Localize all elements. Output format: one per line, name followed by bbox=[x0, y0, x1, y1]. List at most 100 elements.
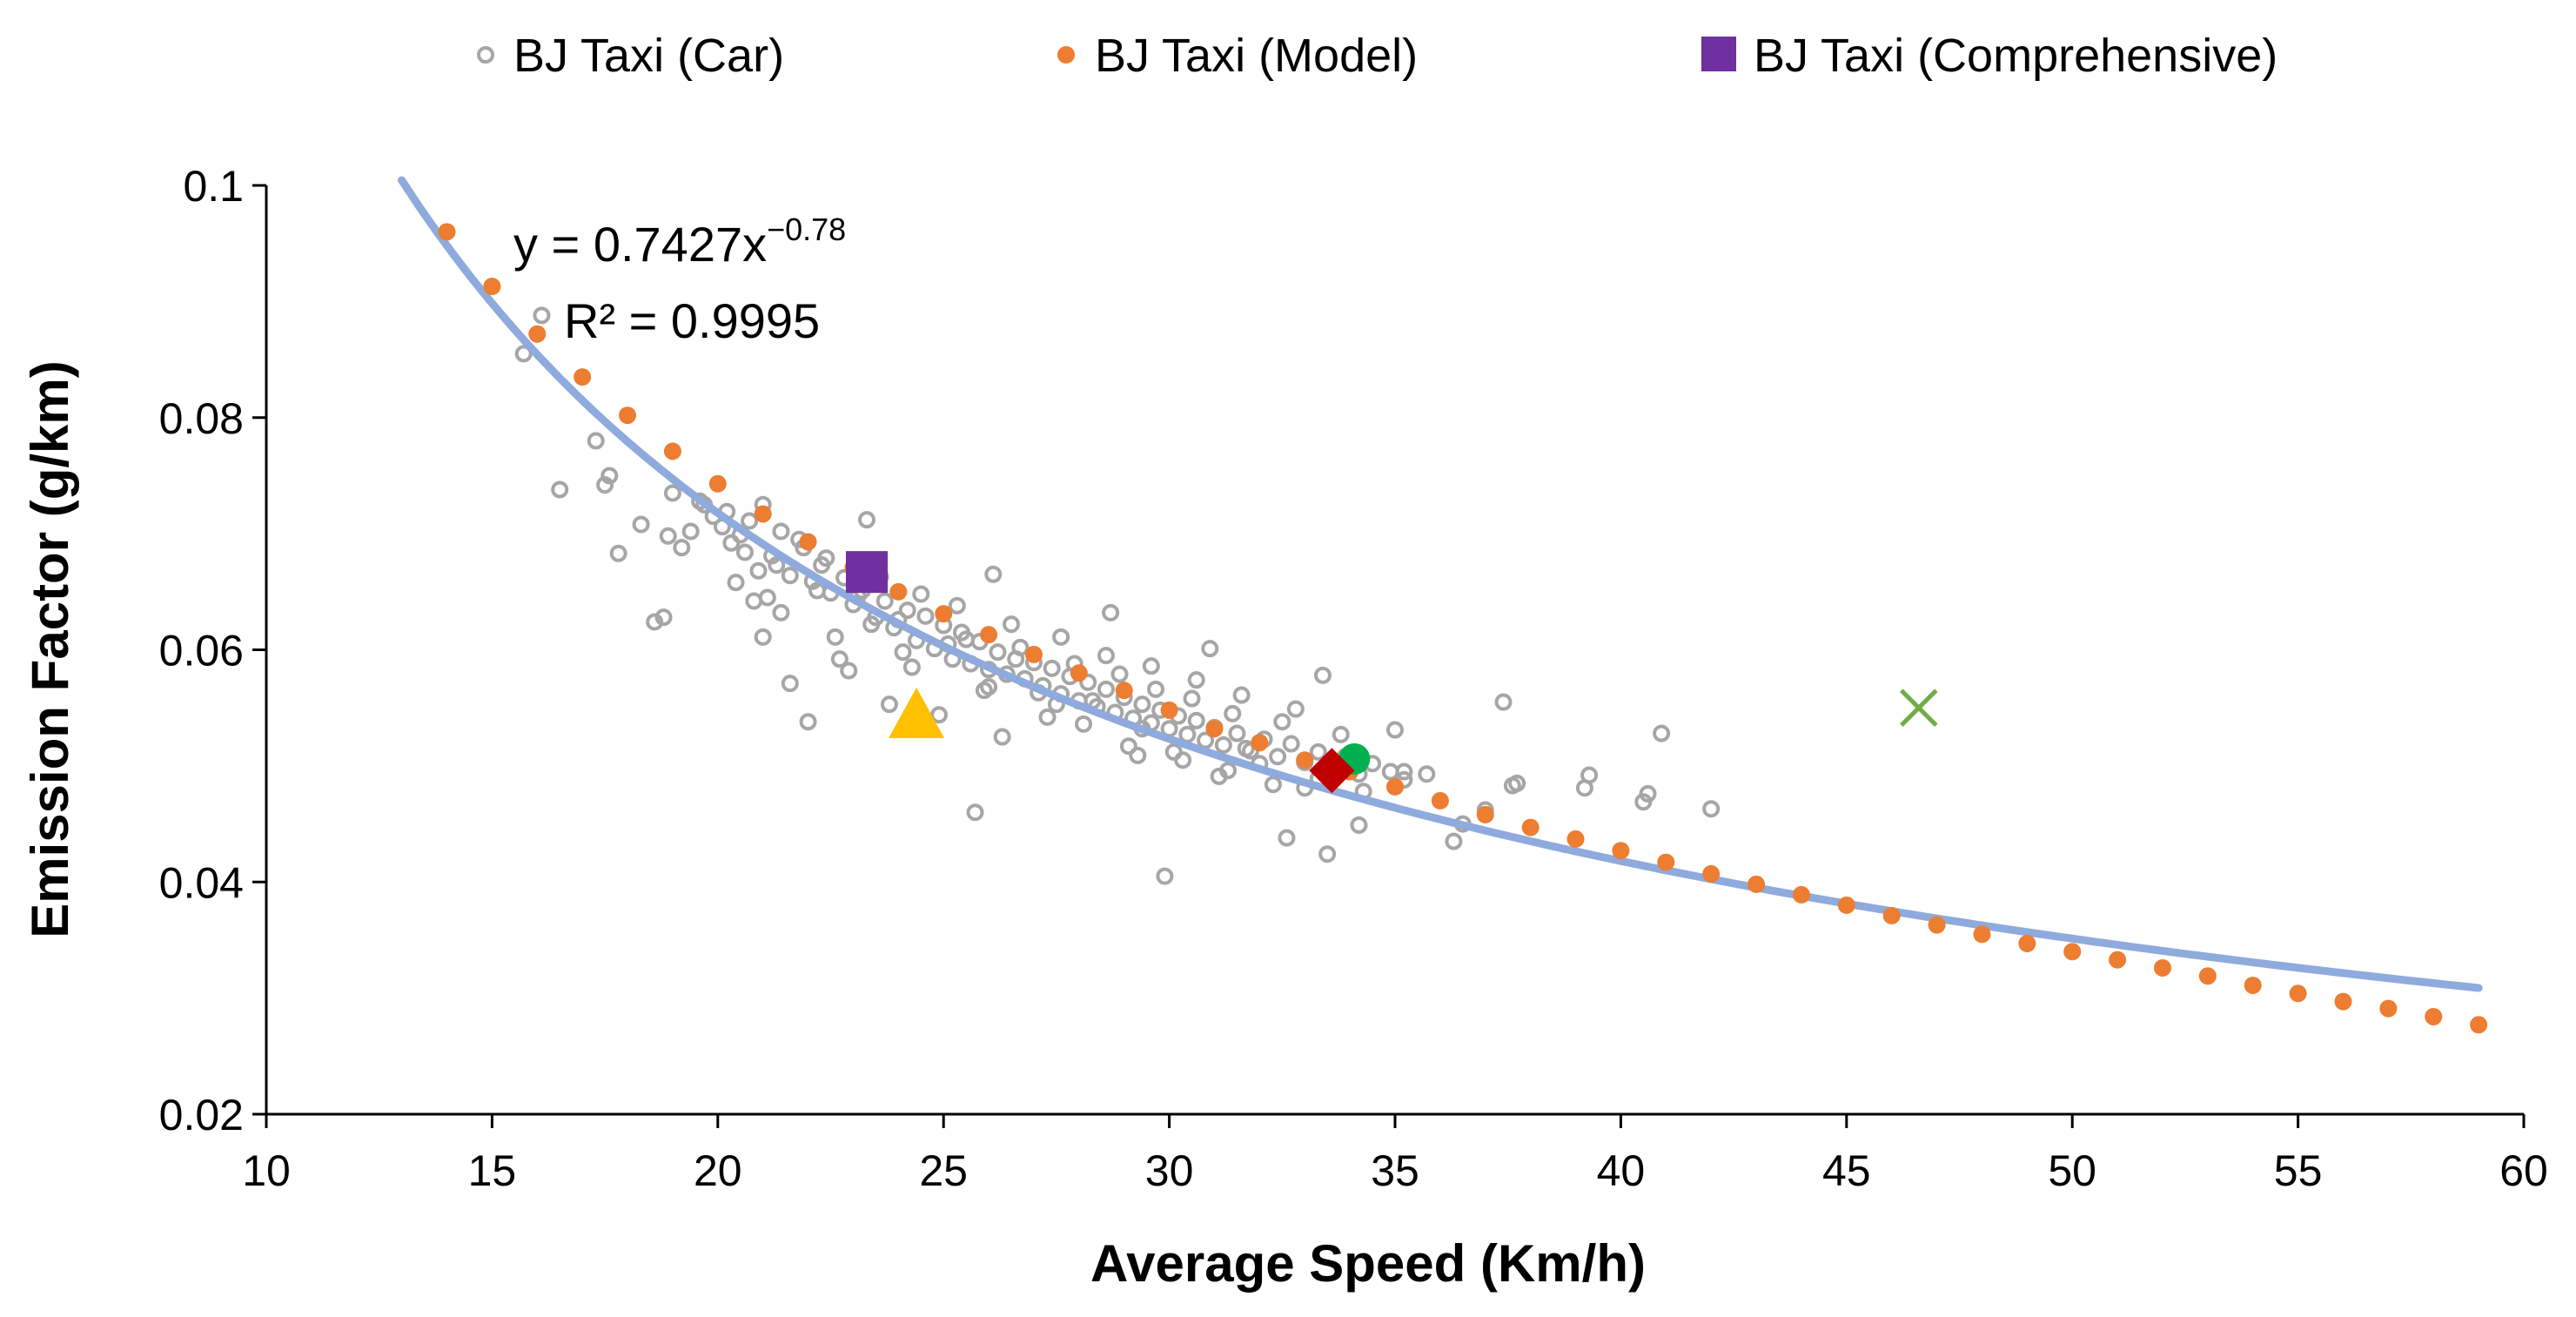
car-point bbox=[1282, 735, 1300, 753]
special-markers bbox=[846, 551, 1938, 794]
y-tick-label: 0.1 bbox=[183, 162, 244, 211]
car-point bbox=[1278, 829, 1296, 847]
car-point bbox=[1224, 704, 1242, 722]
car-point bbox=[1264, 776, 1282, 794]
model-point bbox=[754, 505, 772, 523]
car-point bbox=[1634, 793, 1653, 811]
car-point bbox=[916, 607, 935, 625]
car-point bbox=[1183, 689, 1201, 708]
car-point bbox=[663, 484, 681, 502]
car-point bbox=[1201, 640, 1219, 658]
car-point bbox=[1318, 845, 1337, 863]
model-point bbox=[1205, 720, 1224, 738]
model-point bbox=[1386, 777, 1404, 796]
power-trendline bbox=[398, 176, 2483, 992]
model-point bbox=[1973, 925, 1991, 944]
model-point bbox=[663, 442, 681, 460]
y-axis-ticks: 0.02 0.04 0.06 0.08 0.1 bbox=[159, 162, 266, 1139]
trendline-equation: y = 0.7427x−0.78 bbox=[513, 212, 846, 272]
car-point bbox=[632, 515, 650, 534]
x-tick-label: 30 bbox=[1145, 1146, 1194, 1195]
y-tick-label: 0.02 bbox=[159, 1091, 244, 1139]
model-point bbox=[1296, 751, 1314, 769]
model-point bbox=[1476, 805, 1494, 823]
trendline-equation-base: y = 0.7427x bbox=[513, 217, 767, 272]
car-point bbox=[1043, 659, 1061, 677]
model-point bbox=[1251, 734, 1269, 752]
car-point bbox=[1508, 774, 1526, 792]
x-tick-label: 60 bbox=[2499, 1146, 2548, 1195]
x-tick-label: 35 bbox=[1371, 1146, 1419, 1195]
model-point bbox=[1837, 896, 1855, 914]
model-point bbox=[980, 626, 998, 644]
car-point bbox=[772, 603, 790, 622]
car-point bbox=[989, 643, 1007, 662]
car-point bbox=[1187, 671, 1205, 689]
car-point bbox=[1494, 693, 1513, 711]
trendline-annotation: y = 0.7427x−0.78 R² = 0.9995 bbox=[513, 212, 846, 348]
car-point bbox=[858, 511, 876, 529]
car-point bbox=[1119, 737, 1137, 756]
model-point bbox=[1748, 875, 1766, 893]
trendline-equation-exponent: −0.78 bbox=[767, 212, 846, 247]
model-point bbox=[708, 474, 727, 493]
car-point bbox=[1445, 832, 1463, 850]
x-tick-label: 40 bbox=[1597, 1146, 1646, 1195]
car-point bbox=[735, 543, 754, 561]
car-point bbox=[808, 581, 826, 600]
model-point bbox=[2379, 999, 2398, 1018]
model-point bbox=[2470, 1016, 2488, 1034]
car-point bbox=[1097, 680, 1115, 698]
legend-comprehensive-label: BJ Taxi (Comprehensive) bbox=[1754, 30, 2277, 82]
car-point bbox=[781, 675, 799, 693]
model-point bbox=[1024, 645, 1043, 663]
car-point bbox=[840, 662, 858, 680]
car-point bbox=[1210, 767, 1228, 785]
cross-point-stroke bbox=[1900, 689, 1938, 727]
car-point bbox=[1156, 867, 1174, 885]
car-point bbox=[1164, 742, 1183, 761]
x-tick-label: 15 bbox=[468, 1146, 517, 1195]
car-point bbox=[1079, 673, 1097, 691]
car-point bbox=[551, 480, 569, 499]
y-tick-label: 0.04 bbox=[159, 858, 244, 907]
car-point bbox=[654, 608, 673, 627]
car-point bbox=[1110, 665, 1129, 683]
model-point bbox=[1521, 818, 1540, 837]
model-point bbox=[1657, 853, 1675, 871]
car-point bbox=[993, 728, 1011, 746]
car-point bbox=[772, 522, 790, 541]
trendline-r-squared: R² = 0.9995 bbox=[564, 293, 820, 348]
car-point bbox=[1011, 638, 1030, 656]
model-point bbox=[1115, 682, 1133, 700]
model-point bbox=[1160, 701, 1178, 719]
legend-model-marker bbox=[1057, 46, 1075, 64]
car-point bbox=[1187, 711, 1205, 729]
car-point bbox=[587, 432, 605, 450]
car-point bbox=[799, 713, 817, 731]
car-point bbox=[1038, 708, 1057, 726]
comprehensive-point bbox=[846, 551, 889, 594]
car-point bbox=[781, 567, 799, 585]
model-point bbox=[1928, 916, 1946, 934]
x-tick-label: 55 bbox=[2274, 1146, 2323, 1195]
car-point bbox=[745, 592, 763, 610]
car-point bbox=[1142, 657, 1160, 675]
car-point bbox=[533, 306, 551, 325]
car-point bbox=[754, 628, 772, 646]
car-point bbox=[1575, 779, 1593, 797]
x-tick-label: 25 bbox=[919, 1146, 968, 1195]
car-point bbox=[1702, 800, 1721, 818]
car-point bbox=[600, 467, 619, 485]
model-point bbox=[619, 407, 637, 425]
car-point bbox=[1102, 603, 1120, 622]
model-point bbox=[1612, 842, 1630, 860]
y-tick-label: 0.06 bbox=[159, 627, 244, 675]
legend-car-marker bbox=[477, 46, 494, 64]
car-point bbox=[1147, 680, 1165, 698]
model-series bbox=[438, 223, 2488, 1034]
car-point bbox=[727, 574, 745, 592]
car-point bbox=[596, 476, 614, 494]
car-point bbox=[1418, 765, 1436, 783]
car-point bbox=[948, 596, 966, 615]
